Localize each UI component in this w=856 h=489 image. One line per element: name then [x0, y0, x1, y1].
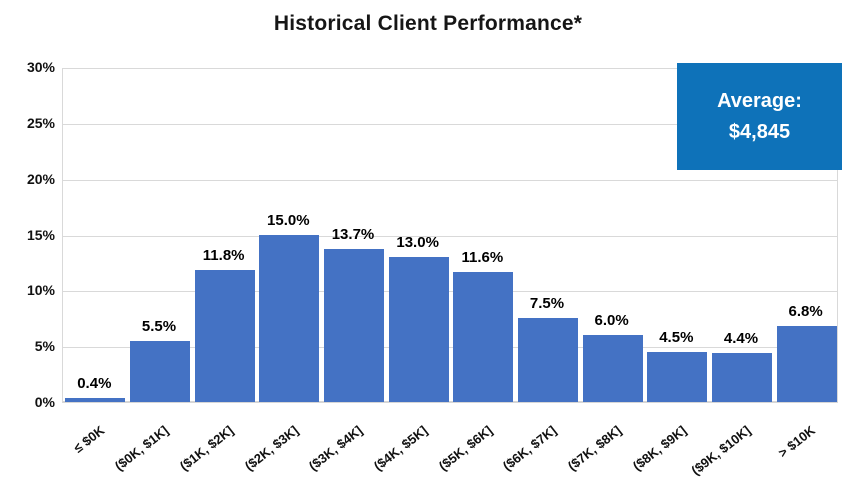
gridline — [63, 291, 837, 293]
bar — [259, 234, 320, 402]
average-callout: Average: $4,845 — [677, 63, 842, 170]
bar — [711, 352, 773, 402]
bar — [129, 340, 191, 402]
bar-value-label: 7.5% — [529, 295, 565, 313]
gridline — [63, 179, 837, 181]
bar-value-label: 6.0% — [594, 312, 629, 329]
bar — [194, 270, 255, 402]
y-axis-tick-label: 10% — [26, 282, 55, 299]
bar-value-label: 4.4% — [723, 329, 759, 347]
bar-value-label: 5.5% — [141, 317, 177, 335]
bar — [517, 318, 579, 402]
bar-value-label: 11.6% — [461, 249, 504, 267]
average-callout-value: $4,845 — [728, 120, 791, 143]
gridline — [63, 235, 837, 237]
chart-title: Historical Client Performance* — [273, 12, 583, 35]
y-axis-tick-label: 25% — [26, 114, 55, 131]
bar — [647, 351, 708, 402]
y-axis-tick-label: 15% — [26, 226, 55, 243]
bar-value-label: 13.0% — [396, 233, 439, 251]
y-axis-tick-label: 0% — [34, 394, 55, 410]
bar-value-label: 11.8% — [202, 247, 245, 265]
bar — [323, 249, 385, 402]
y-axis-tick-label: 5% — [34, 338, 55, 355]
bar — [453, 272, 514, 402]
bar-value-label: 6.8% — [788, 303, 823, 321]
bar-value-label: 13.7% — [331, 226, 375, 244]
bar-value-label: 4.5% — [659, 328, 694, 346]
bar — [582, 335, 643, 402]
bar — [776, 326, 837, 402]
average-callout-label: Average: — [717, 89, 802, 112]
bar-value-label: 0.4% — [77, 374, 112, 392]
gridline — [63, 347, 837, 349]
bar — [65, 397, 126, 402]
y-axis-tick-label: 30% — [26, 59, 55, 75]
bar-value-label: 15.0% — [267, 211, 310, 229]
y-axis-tick-label: 20% — [26, 170, 55, 187]
gridline — [63, 123, 837, 125]
bar — [388, 256, 449, 402]
